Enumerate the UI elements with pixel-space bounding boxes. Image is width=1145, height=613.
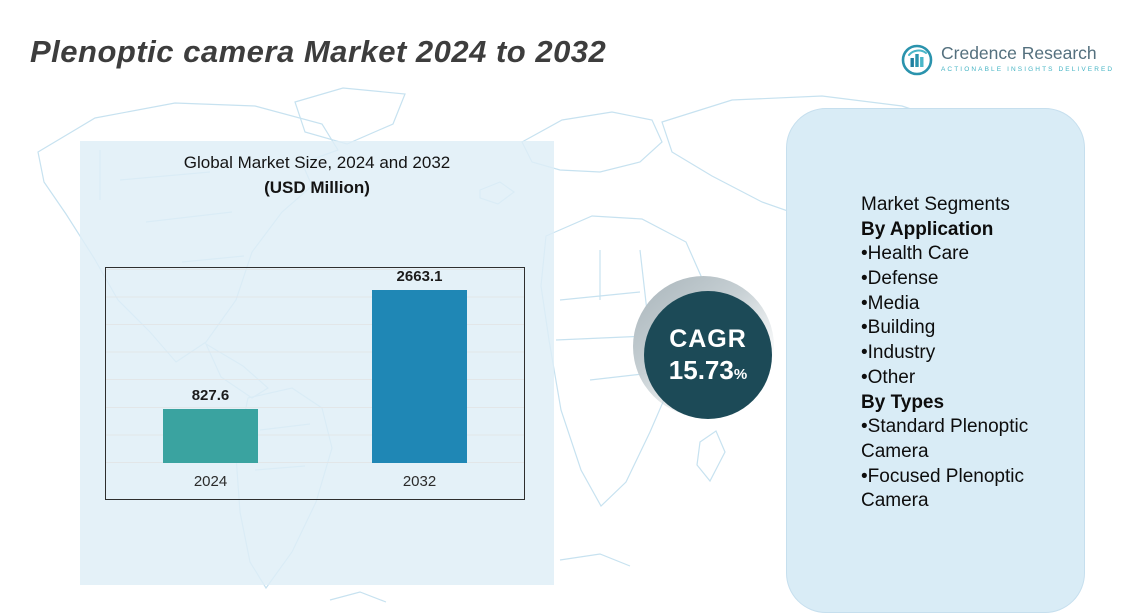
application-list-item: Media [861, 292, 1066, 317]
x-axis-label: 2032 [402, 472, 437, 490]
application-list: Health CareDefenseMediaBuildingIndustryO… [861, 242, 1066, 390]
cagr-badge: CAGR 15.73% [644, 291, 772, 419]
page-title: Plenoptic camera Market 2024 to 2032 [30, 34, 607, 69]
application-list-item: Building [861, 316, 1066, 341]
cagr-label: CAGR [669, 324, 747, 353]
brand-tagline: Actionable Insights Delivered [941, 66, 1115, 74]
brand-text: Credence Research Actionable Insights De… [941, 43, 1115, 74]
bar-group-2032: 2663.1 [372, 268, 467, 463]
bar-2024 [163, 409, 258, 463]
types-list: Standard Plenoptic CameraFocused Plenopt… [861, 415, 1066, 514]
chart-subtitle: (USD Million) [264, 178, 370, 197]
credence-research-logo-icon [901, 44, 933, 76]
percent-sign: % [733, 365, 748, 383]
application-list-item: Other [861, 366, 1066, 391]
brand-name: Credence Research [941, 43, 1097, 63]
bar-value-label: 2663.1 [396, 268, 443, 285]
segments-heading: Market Segments [861, 194, 1010, 215]
by-types-heading: By Types [861, 391, 945, 413]
application-list-item: Industry [861, 341, 1066, 366]
x-axis-label: 2024 [193, 472, 228, 490]
bar-value-label: 827.6 [191, 387, 230, 405]
chart-plot-area: 827.6 2663.1 [106, 268, 524, 463]
types-list-item: Focused Plenoptic Camera [861, 465, 1066, 514]
bar-group-2024: 827.6 [163, 268, 258, 463]
chart-panel: Global Market Size, 2024 and 2032 (USD M… [80, 141, 554, 585]
application-list-item: Defense [861, 267, 1066, 292]
types-list-item: Standard Plenoptic Camera [861, 415, 1066, 464]
bar-2032 [372, 290, 467, 463]
cagr-value: 15.73% [668, 354, 748, 385]
segments-content: Market Segments By Application Health Ca… [787, 109, 1084, 514]
chart-title: Global Market Size, 2024 and 2032 [183, 153, 451, 172]
brand-logo: Credence Research Actionable Insights De… [901, 43, 1115, 76]
application-list-item: Health Care [861, 242, 1066, 267]
segments-panel: Market Segments By Application Health Ca… [786, 108, 1085, 613]
by-application-heading: By Application [861, 218, 994, 240]
bar-chart: 827.6 2663.1 2024 2032 [105, 267, 525, 500]
x-axis-labels: 2024 2032 [106, 463, 524, 499]
